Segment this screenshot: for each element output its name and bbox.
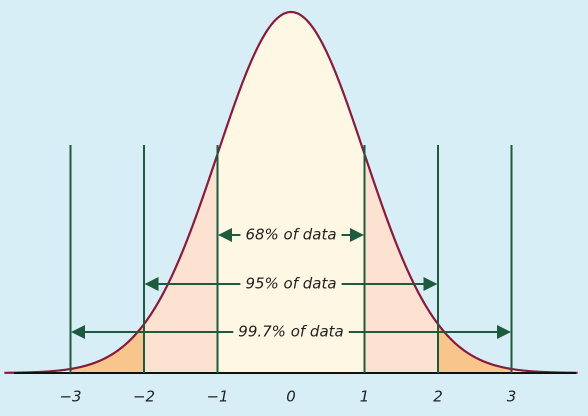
region [438, 324, 512, 373]
annotation: 68% of data [245, 226, 336, 244]
tick-label: −1 [206, 388, 228, 406]
tick-label: −3 [59, 388, 81, 406]
tick-label: 1 [360, 388, 370, 406]
region [4, 12, 578, 373]
bell-curve [4, 10, 578, 374]
tick-label: 3 [507, 388, 517, 406]
tick-label: 0 [286, 388, 296, 406]
tick-label: −2 [133, 388, 155, 406]
tick-label: 2 [433, 388, 443, 406]
annotation: 99.7% of data [238, 323, 343, 341]
annotation: 95% of data [245, 275, 336, 293]
region [70, 324, 144, 373]
